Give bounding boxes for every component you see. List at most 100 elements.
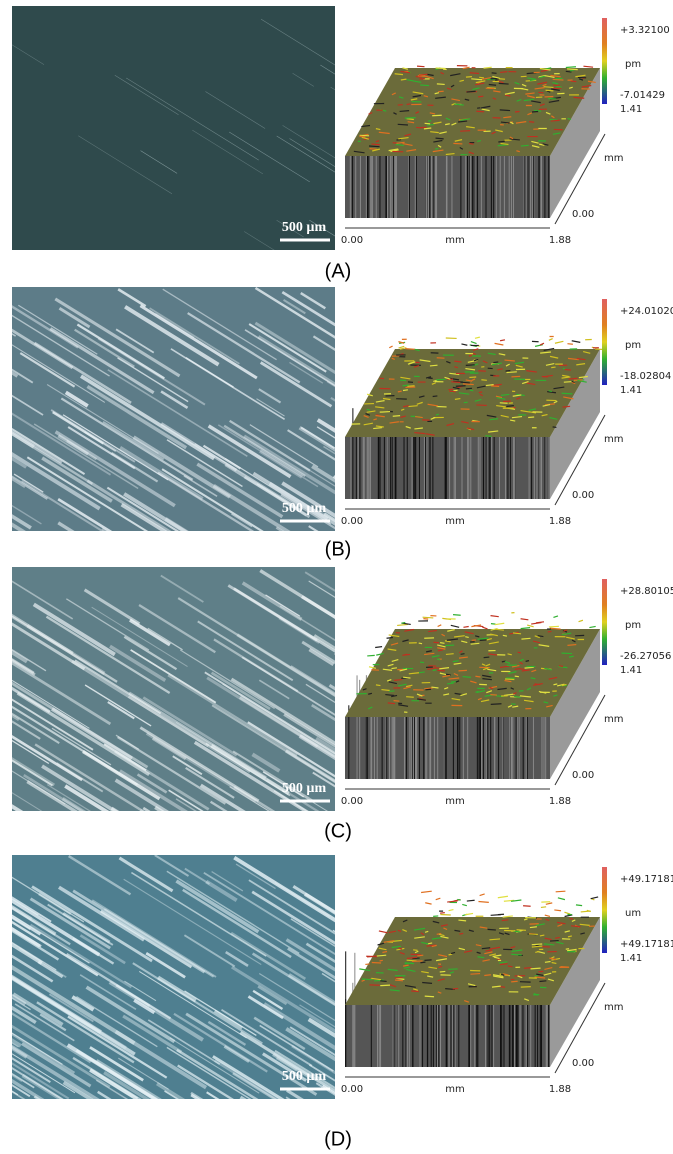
surface-texture	[504, 678, 515, 681]
surface-texture	[488, 641, 499, 645]
surface-texture	[381, 688, 390, 692]
scratch	[229, 131, 310, 183]
surface-texture	[399, 110, 410, 113]
surface-texture	[425, 433, 435, 436]
surface-texture	[590, 896, 599, 900]
surface-texture	[507, 704, 513, 708]
surface-texture	[504, 94, 511, 97]
scratch	[304, 571, 335, 592]
surface-texture	[514, 361, 525, 365]
surface-texture	[521, 83, 527, 87]
scratch	[117, 288, 147, 308]
surface-texture	[388, 930, 397, 934]
surface-texture	[500, 393, 510, 396]
scratch	[58, 307, 91, 329]
surface-texture	[552, 78, 564, 81]
scale-bar-label: 500 µm	[282, 781, 327, 796]
scratch	[217, 424, 319, 488]
surface-texture	[431, 686, 439, 689]
micrograph: 500 µm	[12, 855, 437, 1114]
scratch	[276, 135, 335, 173]
surface-texture	[535, 621, 545, 624]
surface-texture	[410, 98, 418, 101]
surface-texture	[416, 401, 423, 405]
scratch	[301, 640, 335, 664]
surface-texture	[437, 647, 446, 650]
scratch	[364, 1061, 437, 1106]
scratch	[12, 929, 60, 961]
surface-texture	[511, 953, 522, 956]
surface-texture	[558, 665, 568, 669]
surface-texture	[484, 974, 491, 977]
scratch	[145, 732, 257, 803]
surface-texture	[526, 687, 532, 691]
surface-texture	[392, 939, 402, 943]
scratch	[107, 369, 248, 457]
scratch	[366, 19, 430, 59]
scratch	[182, 888, 292, 959]
scratch	[130, 649, 217, 704]
scratch	[238, 695, 335, 759]
scale-bar-label: 500 µm	[282, 501, 327, 516]
surface-texture	[543, 701, 549, 704]
surface-texture	[410, 953, 422, 956]
surface-texture	[479, 926, 488, 929]
scratch	[83, 588, 141, 626]
surface-texture	[512, 705, 519, 708]
colorbar-min: +49.17181	[620, 939, 673, 950]
scratch	[62, 414, 169, 481]
surface-texture	[527, 77, 536, 80]
surface-texture	[527, 112, 533, 116]
scratch	[292, 885, 335, 914]
surface-texture	[420, 84, 430, 87]
scratch	[95, 1059, 162, 1099]
surface-texture	[389, 989, 400, 992]
surface-texture	[486, 690, 493, 694]
scratch	[18, 947, 67, 978]
scratch	[257, 985, 288, 1006]
scratch	[363, 518, 435, 563]
surface-texture	[404, 133, 412, 137]
scratch	[407, 1096, 435, 1114]
scratch	[117, 736, 226, 805]
surface-texture	[485, 435, 492, 437]
scratch	[12, 1042, 19, 1048]
surface-texture	[399, 347, 407, 350]
surface-texture	[523, 98, 535, 102]
surface-texture	[478, 95, 484, 98]
scratch	[281, 290, 335, 327]
scratch	[166, 439, 243, 488]
scratch	[29, 897, 111, 950]
scratch	[221, 1008, 313, 1067]
scratch	[84, 431, 117, 452]
surface-texture	[445, 117, 451, 121]
surface-texture	[547, 978, 555, 982]
y-axis-min: 0.00	[572, 490, 594, 501]
panel-label: (A)	[325, 260, 352, 282]
surface-texture	[509, 419, 516, 422]
surface-texture	[567, 117, 572, 121]
scratch	[12, 1084, 31, 1098]
scratch	[155, 313, 195, 339]
front-face	[345, 1005, 550, 1067]
surface-texture	[493, 975, 504, 979]
scratch	[12, 898, 39, 916]
surface-texture	[440, 935, 449, 939]
surface-texture	[528, 408, 537, 411]
surface-texture	[407, 121, 415, 124]
scratch	[179, 649, 275, 710]
surface-texture	[514, 675, 519, 678]
surface-texture	[503, 400, 511, 403]
colorbar	[602, 579, 607, 665]
scratch	[301, 595, 335, 620]
x-axis-unit: mm	[445, 516, 464, 527]
surface-texture	[538, 75, 545, 78]
scratch	[103, 1071, 151, 1099]
scratch	[381, 781, 486, 846]
surface-texture	[465, 364, 475, 366]
surface-texture	[432, 920, 440, 924]
surface-texture	[459, 650, 463, 654]
scratch	[320, 64, 335, 75]
scratch	[311, 704, 335, 722]
scratch	[175, 798, 197, 811]
